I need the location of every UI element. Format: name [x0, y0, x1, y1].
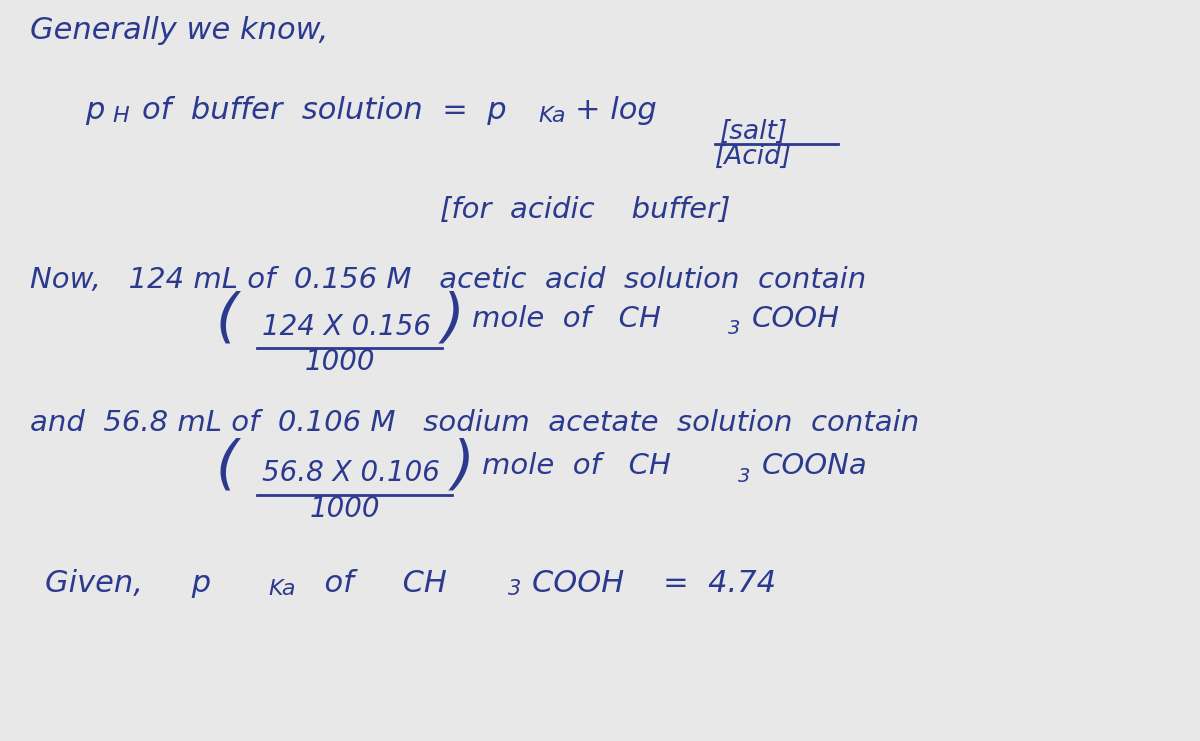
Text: 1000: 1000: [310, 495, 380, 523]
Text: Ka: Ka: [538, 106, 565, 126]
Text: p: p: [85, 96, 104, 125]
Text: (: (: [215, 437, 238, 494]
Text: (: (: [215, 290, 238, 348]
Text: + log: + log: [575, 96, 656, 125]
Text: 3: 3: [728, 319, 740, 339]
Text: 124 X 0.156: 124 X 0.156: [262, 313, 431, 341]
Text: 56.8 X 0.106: 56.8 X 0.106: [262, 459, 440, 487]
Text: Now,   124 mL of  0.156 M   acetic  acid  solution  contain: Now, 124 mL of 0.156 M acetic acid solut…: [30, 266, 866, 294]
Text: 3: 3: [738, 467, 750, 485]
Text: H: H: [112, 106, 128, 126]
Text: [for  acidic    buffer]: [for acidic buffer]: [440, 196, 731, 224]
Text: ): ): [442, 290, 464, 348]
Text: of     CH: of CH: [305, 569, 446, 598]
Text: COOH    =  4.74: COOH = 4.74: [532, 569, 776, 598]
Text: mole  of   CH: mole of CH: [482, 452, 671, 480]
Text: of  buffer  solution  =  p: of buffer solution = p: [142, 96, 506, 125]
Text: COONa: COONa: [762, 452, 868, 480]
Text: and  56.8 mL of  0.106 M   sodium  acetate  solution  contain: and 56.8 mL of 0.106 M sodium acetate so…: [30, 409, 919, 437]
Text: ): ): [452, 437, 475, 494]
Text: Generally we know,: Generally we know,: [30, 16, 329, 45]
Text: [salt]: [salt]: [720, 119, 788, 145]
Text: 1000: 1000: [305, 348, 376, 376]
Text: [Acid]: [Acid]: [715, 144, 792, 170]
Text: Given,     p: Given, p: [46, 569, 211, 598]
Text: Ka: Ka: [268, 579, 295, 599]
Text: COOH: COOH: [752, 305, 840, 333]
Text: 3: 3: [508, 579, 521, 599]
Text: mole  of   CH: mole of CH: [472, 305, 661, 333]
